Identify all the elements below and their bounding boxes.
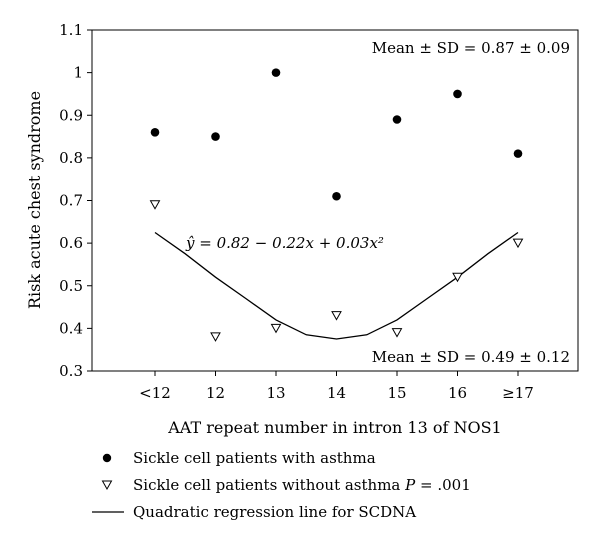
y-tick-label: 0.4 <box>59 319 83 337</box>
x-tick-label: 15 <box>387 384 406 402</box>
data-points <box>149 68 524 342</box>
x-tick-label: 13 <box>266 384 285 402</box>
legend-label-regression: Quadratic regression line for SCDNA <box>133 503 416 521</box>
point-no-asthma <box>391 328 403 338</box>
y-axis-title: Risk acute chest syndrome <box>25 91 44 309</box>
legend-label-no-asthma-text: Sickle cell patients without asthma <box>133 476 400 494</box>
x-tick-label: 16 <box>448 384 467 402</box>
y-tick-label: 0.3 <box>59 362 83 380</box>
legend-label-no-asthma: Sickle cell patients without asthma P = … <box>133 476 471 494</box>
point-asthma <box>513 149 523 158</box>
legend-p-label: P <box>404 476 416 494</box>
x-axis-title: AAT repeat number in intron 13 of NOS1 <box>167 418 501 437</box>
legend-p-value: = .001 <box>415 476 471 494</box>
legend: Sickle cell patients with asthma Sickle … <box>92 449 471 521</box>
plot-frame <box>91 29 579 372</box>
no-asthma-mean-annotation: Mean ± SD = 0.49 ± 0.12 <box>372 348 570 366</box>
y-tick-label: 0.9 <box>59 106 83 124</box>
point-no-asthma <box>210 332 221 342</box>
point-no-asthma <box>331 311 342 321</box>
y-tick-label: 0.8 <box>59 149 83 167</box>
point-asthma <box>211 132 220 141</box>
x-tick-label: 14 <box>327 384 346 402</box>
point-no-asthma <box>270 323 282 334</box>
point-asthma <box>453 89 462 99</box>
point-asthma <box>150 128 160 137</box>
legend-marker-no-asthma <box>101 480 113 491</box>
x-tick-label: ≥17 <box>502 384 534 402</box>
x-tick-label: <12 <box>139 384 171 402</box>
y-tick-label: 0.7 <box>59 192 83 210</box>
point-asthma <box>332 191 341 201</box>
legend-label-asthma: Sickle cell patients with asthma <box>133 449 376 467</box>
legend-marker-asthma <box>102 453 112 463</box>
asthma-mean-annotation: Mean ± SD = 0.87 ± 0.09 <box>372 39 570 57</box>
point-no-asthma <box>149 200 161 210</box>
y-axis: 0.3 0.4 0.5 0.6 0.7 0.8 0.9 1 1.1 <box>59 21 92 380</box>
point-no-asthma <box>452 272 463 283</box>
point-asthma <box>392 115 402 124</box>
y-tick-label: 0.5 <box>59 277 83 295</box>
y-tick-label: 1.1 <box>59 21 83 39</box>
y-tick-label: 0.6 <box>59 234 83 252</box>
x-axis: <12 12 13 14 15 16 ≥17 <box>139 371 534 402</box>
x-tick-label: 12 <box>206 384 225 402</box>
point-asthma <box>271 68 281 77</box>
point-no-asthma <box>512 238 524 249</box>
y-tick-label: 1 <box>73 64 83 82</box>
regression-equation: ŷ = 0.82 − 0.22x + 0.03x² <box>185 234 384 252</box>
